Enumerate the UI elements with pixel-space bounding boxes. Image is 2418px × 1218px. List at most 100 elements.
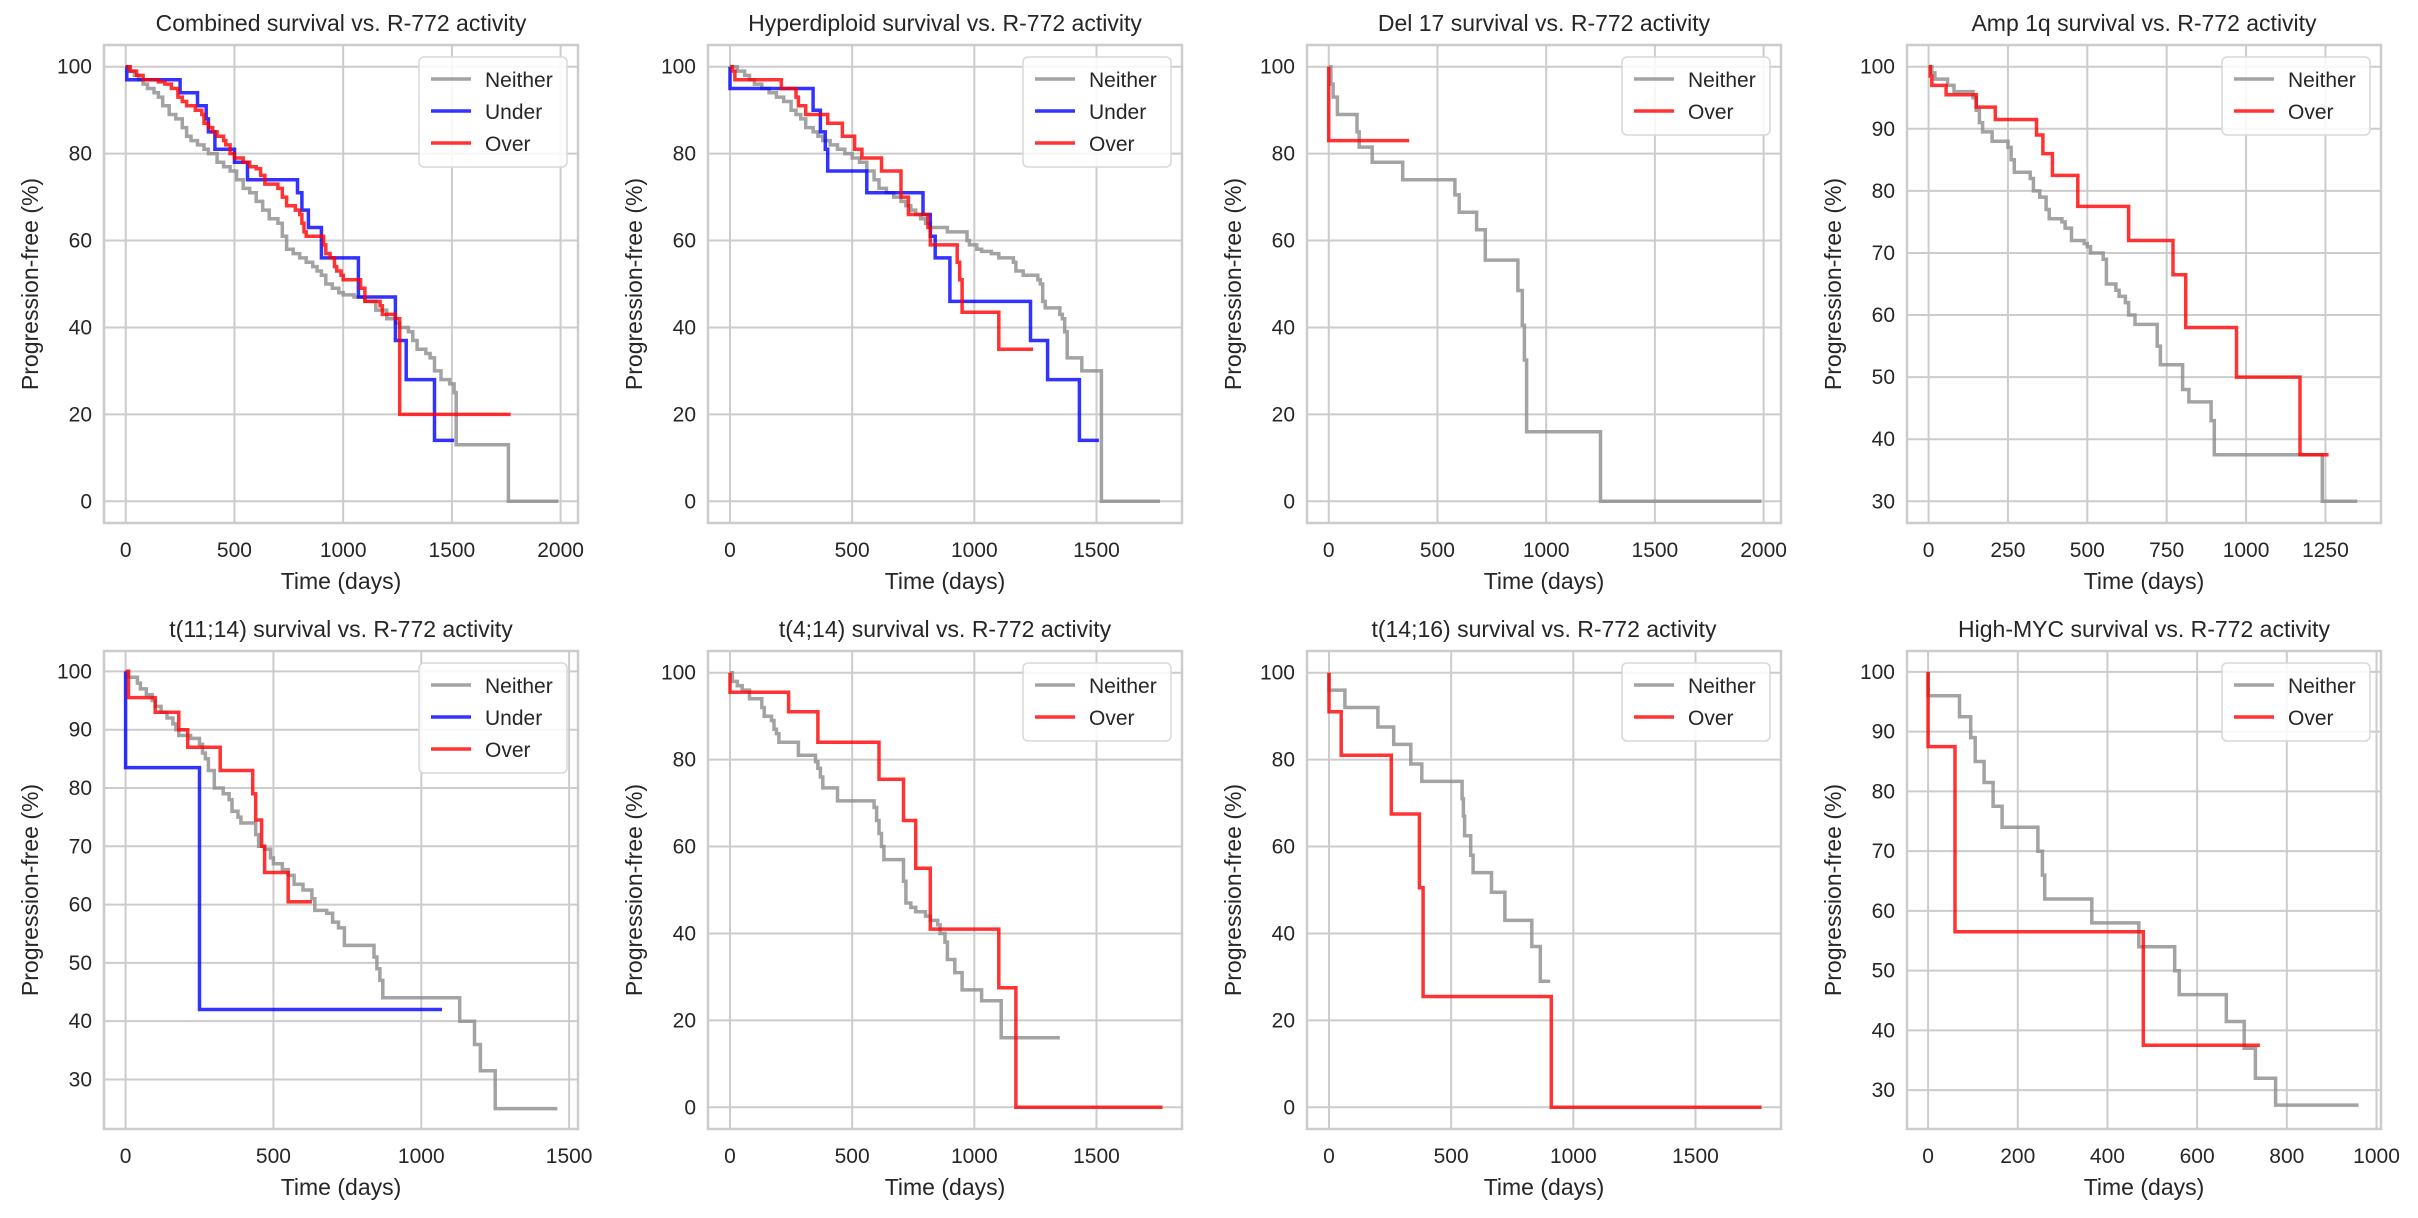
series-line-over [730, 64, 1033, 351]
x-tick-label: 1000 [1523, 539, 1570, 562]
axes-frame [102, 43, 580, 525]
x-tick-label: 0 [724, 539, 736, 562]
y-tick-label: 60 [69, 230, 92, 253]
x-axis-label: Time (days) [2084, 1174, 2205, 1200]
x-tick-label: 400 [2090, 1145, 2125, 1168]
axes-frame [1905, 43, 2383, 525]
y-tick-label: 30 [1872, 490, 1895, 513]
x-axis-label: Time (days) [885, 1174, 1006, 1200]
x-tick-label: 600 [2180, 1145, 2215, 1168]
x-tick-label: 1000 [1550, 1145, 1597, 1168]
legend-label: Over [485, 739, 531, 762]
legend-label: Neither [1089, 69, 1157, 92]
series-line-neither [730, 670, 1060, 1040]
y-tick-label: 100 [661, 662, 696, 685]
x-tick-label: 1500 [1073, 539, 1120, 562]
y-tick-label: 40 [1272, 922, 1295, 945]
x-tick-label: 1000 [951, 539, 998, 562]
y-axis-label: Progression-free (%) [621, 784, 647, 996]
chart-panel-t-11-14: 0 500 1000 1500 30 40 50 60 70 80 90 100 t(11;14) su… [17, 616, 592, 1200]
y-tick-label: 100 [57, 56, 92, 79]
x-tick-label: 1000 [2223, 539, 2270, 562]
series-line-neither [1928, 64, 2358, 504]
y-tick-label: 100 [57, 660, 92, 683]
legend-label: Over [485, 133, 531, 156]
y-tick-label: 40 [673, 922, 696, 945]
y-tick-label: 20 [69, 403, 92, 426]
x-tick-label: 1500 [429, 539, 476, 562]
y-tick-label: 80 [673, 143, 696, 166]
x-tick-label: 0 [120, 539, 132, 562]
y-tick-label: 40 [1872, 1019, 1895, 1042]
legend-label: Neither [2288, 675, 2356, 698]
y-tick-label: 80 [69, 777, 92, 800]
x-tick-label: 1000 [951, 1145, 998, 1168]
legend-label: Under [485, 101, 542, 124]
x-tick-label: 500 [256, 1145, 291, 1168]
axes-frame [706, 649, 1184, 1131]
y-axis-label: Progression-free (%) [1220, 178, 1246, 390]
y-tick-label: 90 [1872, 721, 1895, 744]
y-tick-label: 40 [69, 1010, 92, 1033]
series-line-neither [1328, 64, 1762, 504]
axes-frame [1905, 649, 2383, 1131]
legend: Neither Over [2221, 662, 2371, 742]
y-tick-label: 0 [80, 490, 92, 513]
y-tick-label: 80 [673, 749, 696, 772]
x-tick-label: 0 [1323, 539, 1335, 562]
y-tick-label: 50 [1872, 960, 1895, 983]
y-tick-label: 60 [1872, 304, 1895, 327]
legend-label: Over [1089, 133, 1135, 156]
x-axis-label: Time (days) [1484, 1174, 1605, 1200]
legend-box [418, 662, 568, 774]
x-tick-label: 750 [2149, 539, 2184, 562]
legend: Neither Under Over [1022, 56, 1172, 168]
x-tick-label: 0 [120, 1145, 132, 1168]
axes-frame [1305, 649, 1783, 1131]
y-tick-label: 20 [1272, 403, 1295, 426]
y-tick-label: 60 [1272, 836, 1295, 859]
chart-panel-del-17: 0 500 1000 1500 2000 0 20 40 60 80 100 Del 17 survi… [1220, 10, 1787, 594]
legend: Neither Under Over [418, 56, 568, 168]
chart-title: Hyperdiploid survival vs. R-772 activity [748, 10, 1142, 36]
y-tick-label: 40 [1272, 316, 1295, 339]
y-axis-label: Progression-free (%) [17, 178, 43, 390]
series-line-over [1926, 671, 2260, 1048]
y-tick-label: 80 [1872, 780, 1895, 803]
legend-box [1621, 56, 1771, 136]
y-tick-label: 60 [673, 836, 696, 859]
chart-title: t(4;14) survival vs. R-772 activity [779, 616, 1112, 642]
legend-label: Neither [485, 69, 553, 92]
x-tick-label: 250 [1990, 539, 2025, 562]
y-axis-label: Progression-free (%) [17, 784, 43, 996]
chart-panel-t-4-14: 0 500 1000 1500 0 20 40 60 80 100 t(4;14) survival… [621, 616, 1184, 1200]
x-tick-label: 0 [1923, 539, 1935, 562]
y-axis-label: Progression-free (%) [1220, 784, 1246, 996]
y-axis-label: Progression-free (%) [1820, 784, 1846, 996]
series-line-over [1327, 672, 1762, 1110]
series-line-over [125, 669, 312, 904]
legend: Neither Under Over [418, 662, 568, 774]
y-tick-label: 0 [684, 490, 696, 513]
y-tick-label: 60 [1872, 900, 1895, 923]
series-line-under [123, 671, 442, 1012]
y-tick-label: 80 [1872, 180, 1895, 203]
y-tick-label: 100 [1260, 56, 1295, 79]
axes-frame [1305, 43, 1783, 525]
legend-label: Under [1089, 101, 1146, 124]
legend-label: Over [1089, 707, 1135, 730]
x-tick-label: 1500 [1073, 1145, 1120, 1168]
series-line-neither [1926, 671, 2359, 1107]
legend-label: Neither [1688, 69, 1756, 92]
y-tick-label: 70 [1872, 840, 1895, 863]
legend-label: Under [485, 707, 542, 730]
y-tick-label: 50 [1872, 366, 1895, 389]
legend: Neither Over [1621, 662, 1771, 742]
x-tick-label: 800 [2269, 1145, 2304, 1168]
y-tick-label: 40 [1872, 428, 1895, 451]
y-tick-label: 80 [1272, 143, 1295, 166]
x-tick-label: 500 [1434, 1145, 1469, 1168]
x-tick-label: 2000 [1740, 539, 1787, 562]
x-tick-label: 0 [1922, 1145, 1934, 1168]
